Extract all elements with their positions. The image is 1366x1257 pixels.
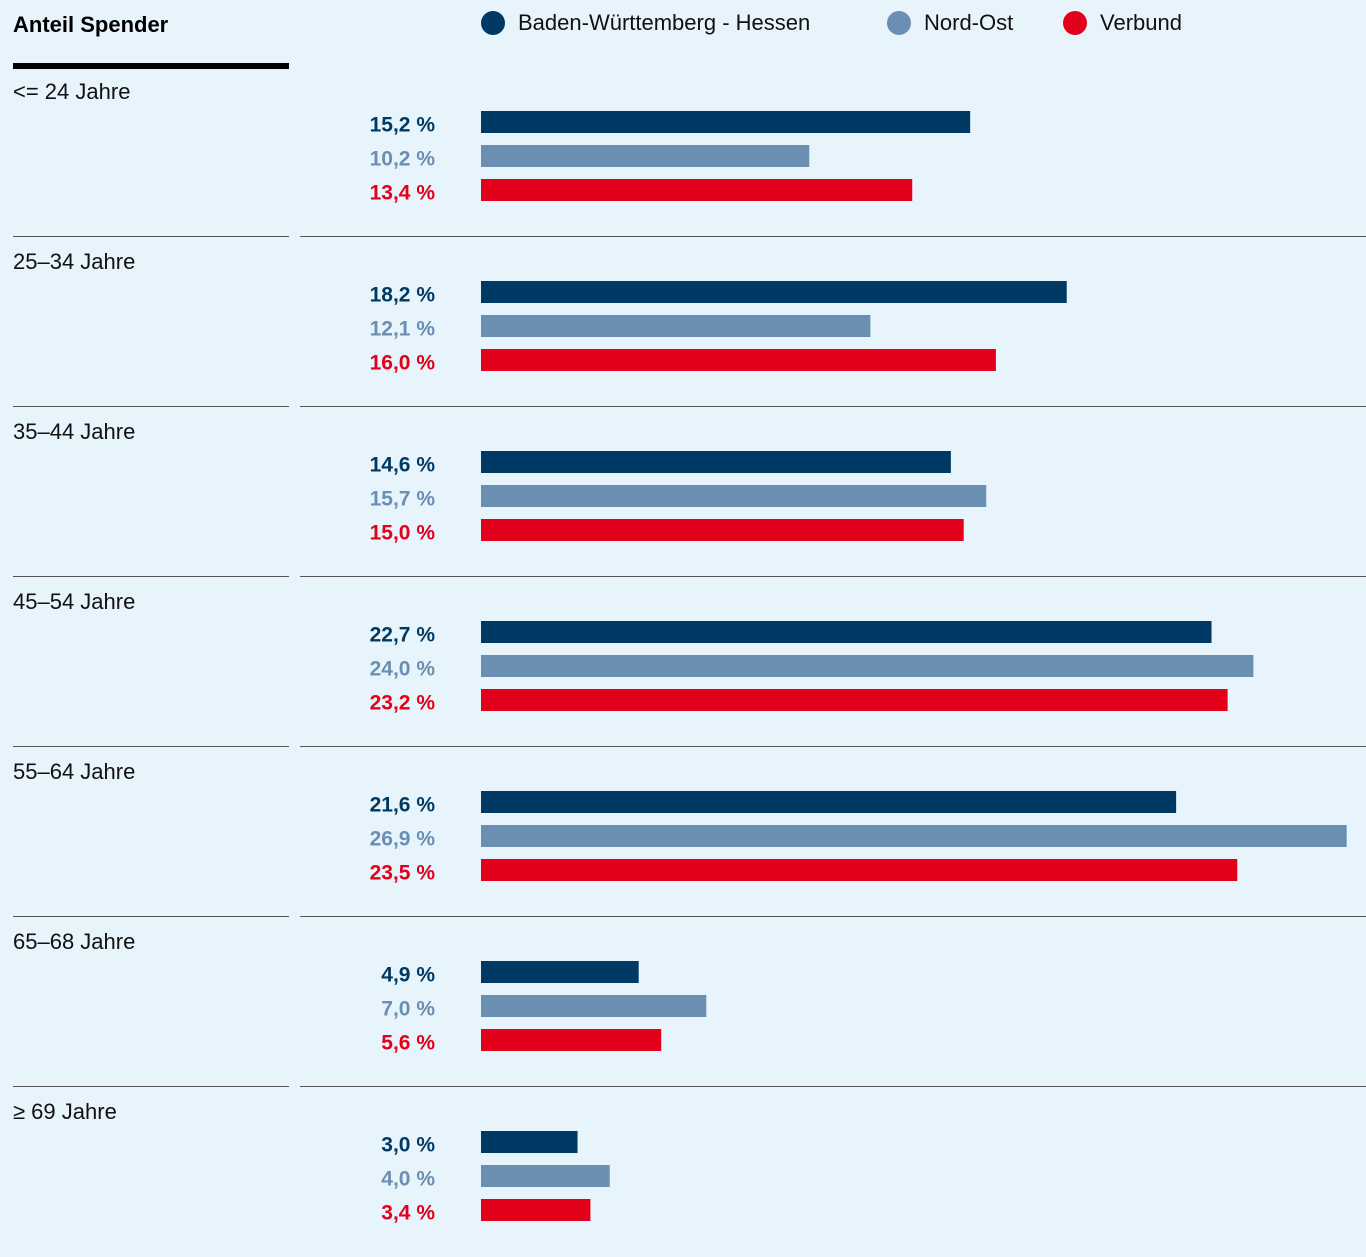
bar (481, 825, 1347, 847)
value-label: 21,6 % (370, 794, 436, 817)
value-label: 13,4 % (370, 182, 436, 205)
bar (481, 179, 913, 201)
value-label: 10,2 % (370, 148, 436, 171)
category-label: <= 24 Jahre (13, 79, 130, 104)
value-label: 4,0 % (381, 1168, 435, 1191)
bar (481, 1029, 662, 1051)
bar (481, 791, 1177, 813)
bar (481, 145, 810, 167)
category-label: 35–44 Jahre (13, 419, 135, 444)
value-label: 3,4 % (381, 1202, 435, 1225)
value-label: 26,9 % (370, 828, 436, 851)
legend-label: Nord-Ost (924, 10, 1013, 35)
value-label: 5,6 % (381, 1032, 435, 1055)
value-label: 24,0 % (370, 658, 436, 681)
value-label: 23,5 % (370, 862, 436, 885)
value-label: 4,9 % (381, 964, 435, 987)
bar (481, 961, 639, 983)
bar (481, 111, 971, 133)
value-label: 23,2 % (370, 692, 436, 715)
legend-label: Verbund (1100, 10, 1182, 35)
value-label: 18,2 % (370, 284, 436, 307)
bar (481, 621, 1212, 643)
value-label: 3,0 % (381, 1134, 435, 1157)
bar (481, 859, 1238, 881)
value-label: 15,0 % (370, 522, 436, 545)
bar (481, 995, 707, 1017)
value-label: 15,7 % (370, 488, 436, 511)
bar (481, 689, 1228, 711)
legend-marker (481, 11, 505, 35)
bar (481, 349, 996, 371)
bar (481, 281, 1067, 303)
legend-marker (1063, 11, 1087, 35)
category-label: ≥ 69 Jahre (13, 1099, 117, 1124)
value-label: 16,0 % (370, 352, 436, 375)
value-label: 7,0 % (381, 998, 435, 1021)
category-label: 55–64 Jahre (13, 759, 135, 784)
value-label: 12,1 % (370, 318, 436, 341)
bar (481, 485, 987, 507)
bar (481, 519, 964, 541)
title-rule (13, 63, 289, 69)
value-label: 15,2 % (370, 114, 436, 137)
bar (481, 655, 1254, 677)
bar (481, 1199, 591, 1221)
bar (481, 451, 951, 473)
category-label: 45–54 Jahre (13, 589, 135, 614)
category-label: 25–34 Jahre (13, 249, 135, 274)
value-label: 14,6 % (370, 454, 436, 477)
bar (481, 1165, 610, 1187)
bar (481, 315, 871, 337)
legend-marker (887, 11, 911, 35)
chart-title: Anteil Spender (13, 12, 169, 37)
category-label: 65–68 Jahre (13, 929, 135, 954)
legend-label: Baden-Württemberg - Hessen (518, 10, 810, 35)
bar (481, 1131, 578, 1153)
value-label: 22,7 % (370, 624, 436, 647)
